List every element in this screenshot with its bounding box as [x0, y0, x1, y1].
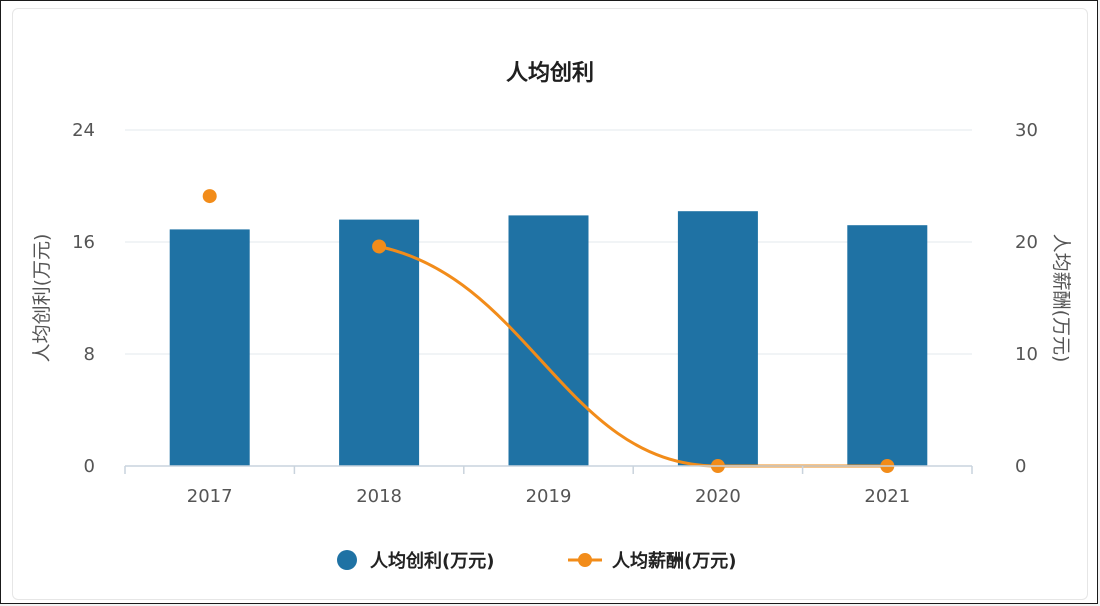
line-path [378, 245, 888, 468]
y-right-tick-label: 30 [1015, 120, 1038, 141]
line-point [202, 189, 217, 204]
x-tick-label: 2020 [695, 486, 741, 507]
y-right-tick-label: 20 [1015, 232, 1038, 253]
legend-line-label: 人均薪酬(万元) [612, 550, 736, 572]
bar [847, 225, 928, 466]
x-tick-label: 2021 [864, 486, 910, 507]
y-axis-right: 0 10 20 30 [1015, 120, 1038, 477]
legend-bar-label: 人均创利(万元) [370, 550, 494, 572]
legend-line-marker [578, 553, 592, 567]
y-axis-right-title: 人均薪酬(万元) [1050, 234, 1072, 363]
legend: 人均创利(万元) 人均薪酬(万元) [337, 550, 736, 572]
y-left-tick-label: 8 [84, 344, 95, 365]
line-point [372, 239, 387, 254]
bar [339, 219, 420, 466]
y-left-tick-label: 24 [72, 120, 95, 141]
y-axis-left-title: 人均创利(万元) [31, 234, 53, 363]
y-right-tick-label: 0 [1015, 456, 1026, 477]
bar-series [169, 211, 928, 466]
x-axis: 2017 2018 2019 2020 2021 [124, 465, 973, 507]
bar [508, 215, 589, 466]
y-left-tick-label: 16 [72, 232, 95, 253]
y-axis-left: 0 8 16 24 [72, 120, 95, 477]
bar [677, 211, 758, 466]
legend-bar-marker [337, 550, 357, 570]
y-right-tick-label: 10 [1015, 344, 1038, 365]
y-left-tick-label: 0 [84, 456, 95, 477]
x-tick-label: 2018 [356, 486, 402, 507]
x-tick-label: 2019 [526, 486, 572, 507]
bar [169, 229, 250, 466]
x-tick-label: 2017 [187, 486, 233, 507]
chart-title: 人均创利 [506, 60, 594, 86]
